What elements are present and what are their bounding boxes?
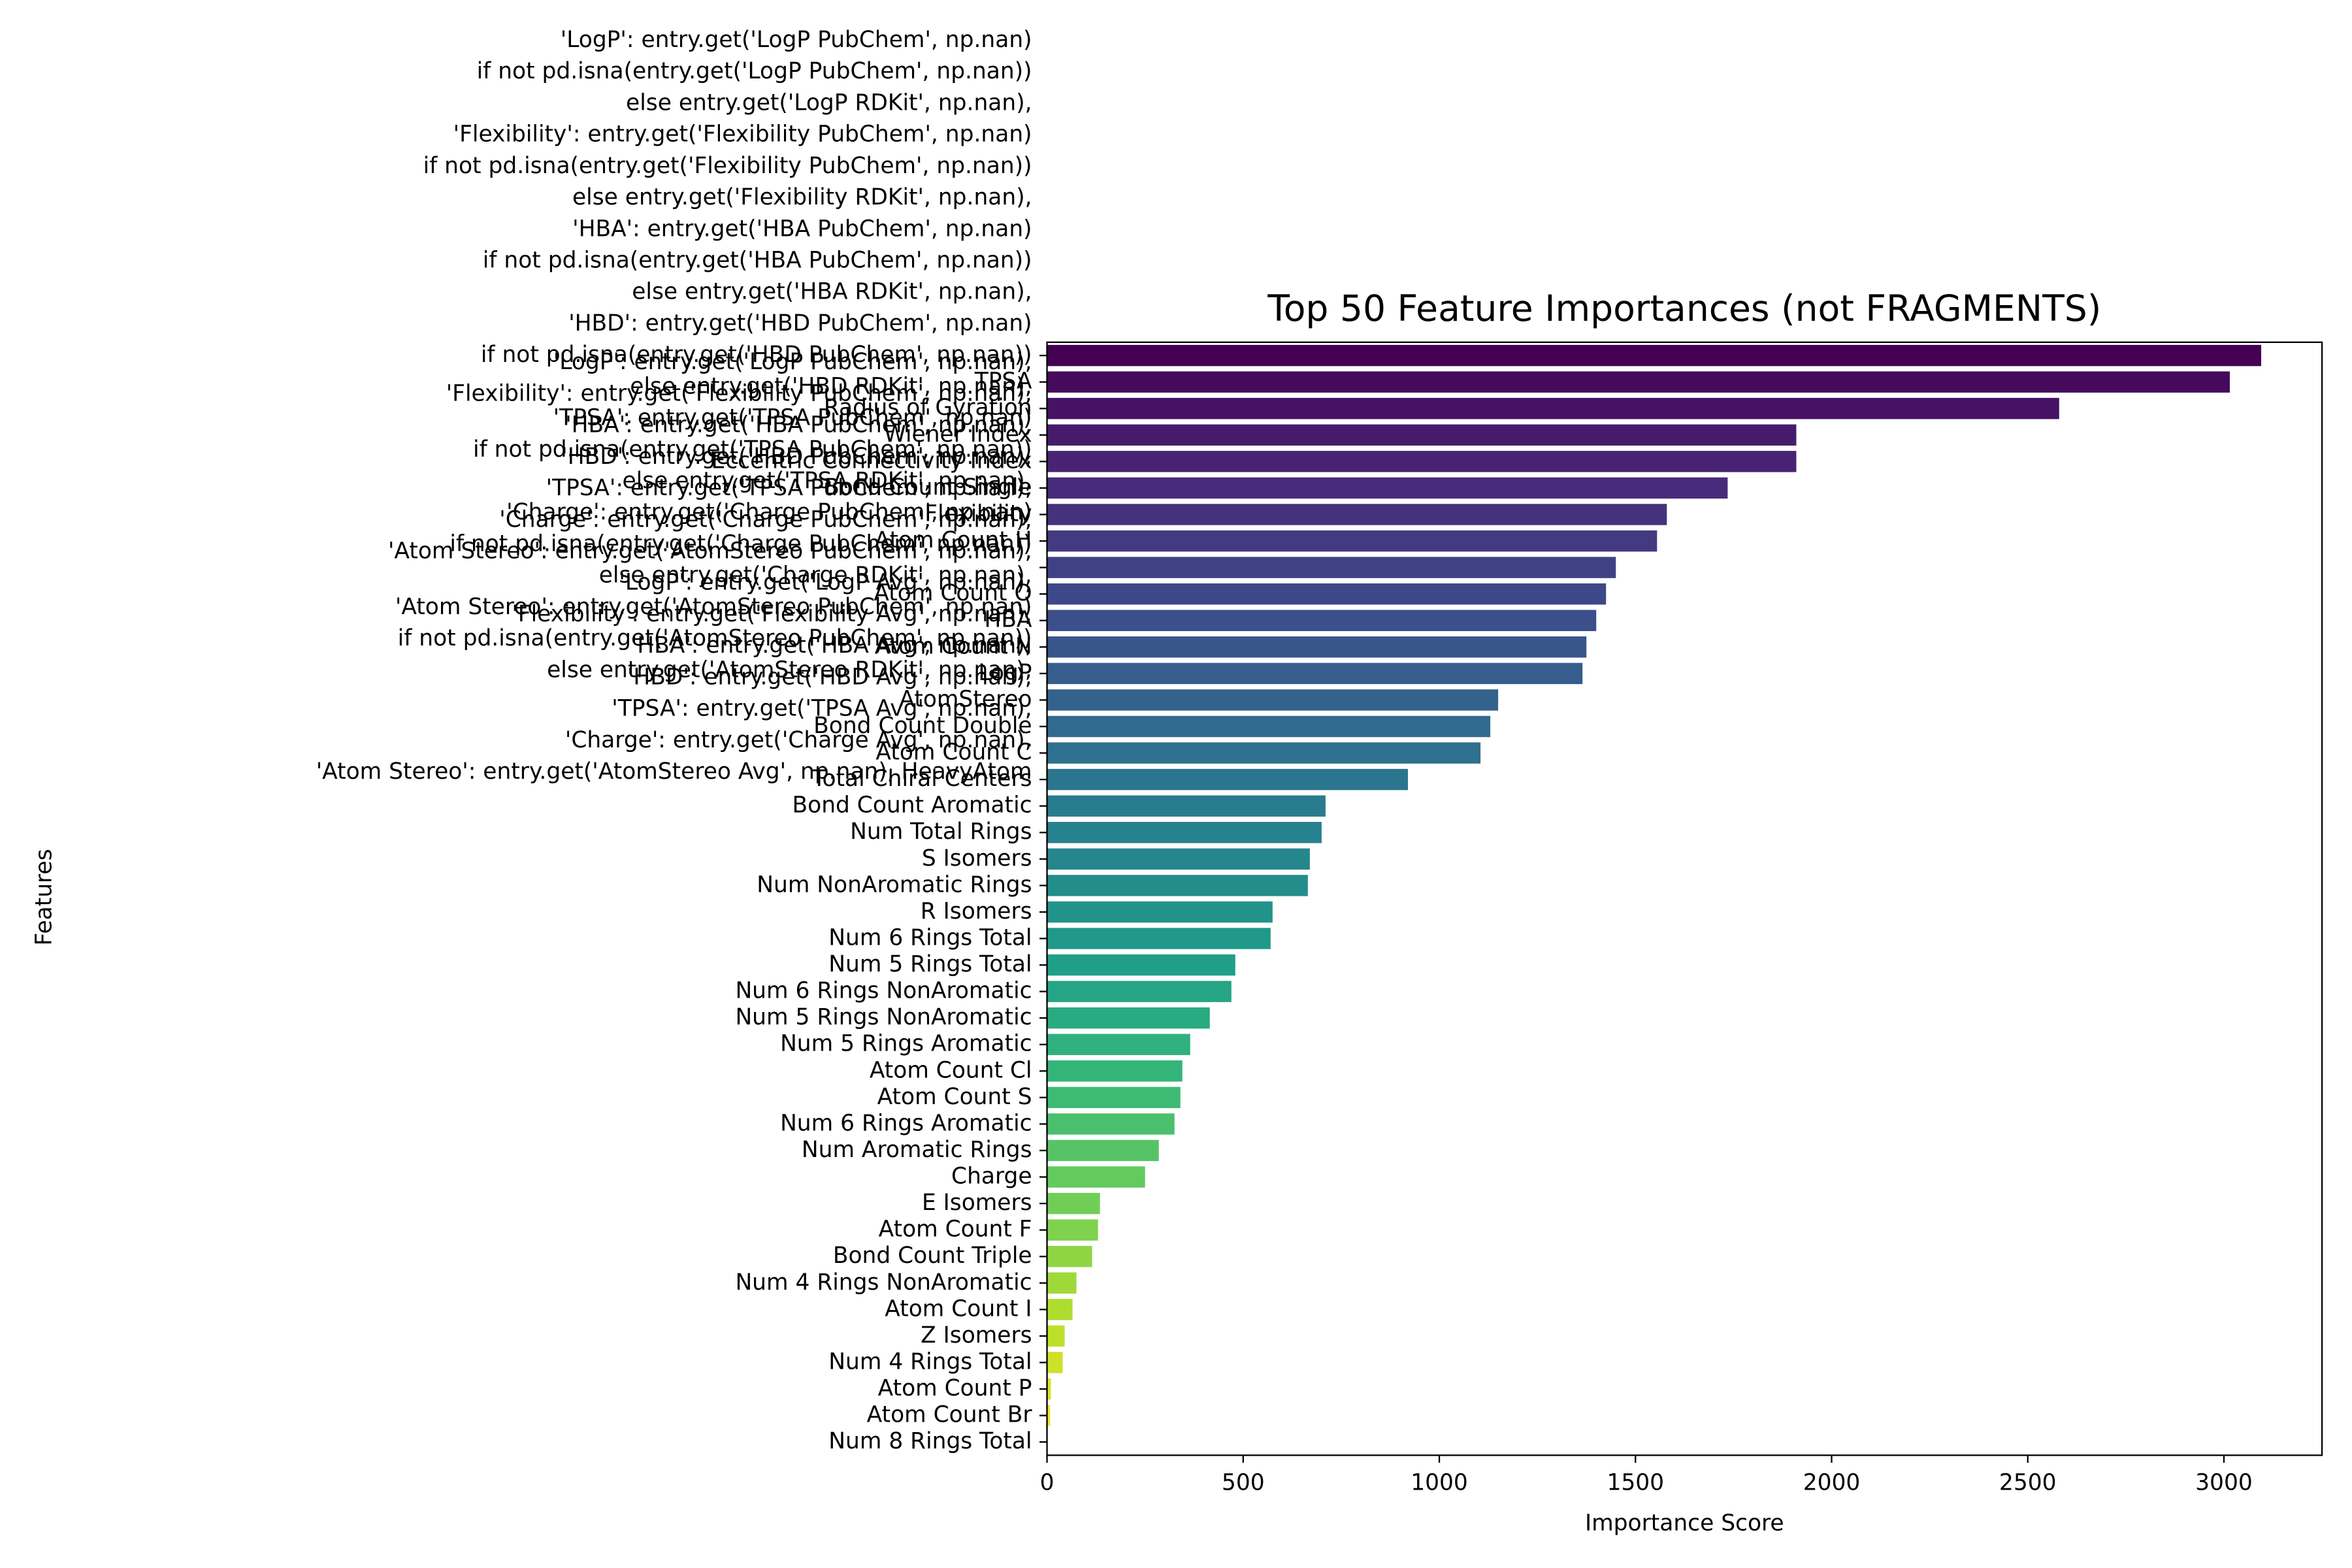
bar — [1047, 1272, 1077, 1294]
y-tick-label: 'LogP': entry.get('LogP PubChem', np.nan… — [316, 349, 1032, 785]
y-tick-label: Num 6 Rings Aromatic — [780, 1110, 1032, 1136]
bar — [1047, 1299, 1073, 1320]
chart-title: Top 50 Feature Importances (not FRAGMENT… — [1267, 287, 2101, 329]
y-tick-label: Atom Count Br — [867, 1401, 1033, 1428]
bar — [1047, 504, 1667, 525]
y-tick-label: Bond Count Triple — [833, 1243, 1032, 1269]
y-tick-label: Atom Count F — [879, 1216, 1032, 1242]
bar — [1047, 1192, 1100, 1215]
y-tick-label: Bond Count Single — [824, 474, 1032, 500]
y-tick-label: Num Aromatic Rings — [802, 1136, 1032, 1162]
bar — [1047, 1034, 1190, 1055]
bar — [1047, 689, 1499, 711]
y-axis-label: Features — [31, 849, 57, 945]
bar — [1047, 636, 1587, 658]
bar — [1047, 477, 1728, 499]
x-tick-label: 500 — [1222, 1470, 1265, 1496]
bar — [1047, 344, 2262, 367]
bar — [1047, 530, 1658, 552]
y-tick-label: Num 6 Rings Total — [828, 924, 1032, 951]
bar — [1047, 1325, 1065, 1347]
bar — [1047, 557, 1616, 578]
bar — [1047, 901, 1273, 923]
y-tick-label: Num 5 Rings Aromatic — [780, 1030, 1032, 1056]
bar — [1047, 768, 1408, 791]
bar — [1047, 1378, 1051, 1400]
bar — [1047, 848, 1310, 870]
y-tick-label: Num Total Rings — [850, 819, 1032, 845]
bar — [1047, 583, 1607, 605]
bar — [1047, 1139, 1159, 1162]
bar — [1047, 662, 1583, 685]
y-tick-label: Num 5 Rings NonAromatic — [735, 1004, 1032, 1030]
x-axis-label: Importance Score — [1585, 1511, 1784, 1537]
bar — [1047, 1113, 1175, 1135]
y-tick-label: Num 5 Rings Total — [828, 951, 1032, 977]
y-tick-label: 'LogP': entry.get('LogP PubChem', np.nan… — [395, 26, 1032, 682]
bar — [1047, 981, 1232, 1002]
x-tick-label: 2000 — [1803, 1470, 1861, 1496]
bar — [1047, 928, 1271, 949]
y-tick-label: Atom Count C — [875, 739, 1032, 765]
plot-frame — [1046, 341, 2323, 1456]
bar — [1047, 954, 1235, 976]
bar — [1047, 1166, 1145, 1188]
y-tick-label: LogP — [978, 659, 1032, 685]
bar — [1047, 398, 2059, 419]
y-tick-label: S Isomers — [922, 845, 1032, 871]
bar — [1047, 371, 2230, 393]
y-tick-label: Bond Count Aromatic — [792, 792, 1032, 818]
y-tick-label: Num 4 Rings Total — [828, 1348, 1032, 1375]
y-tick-label: E Isomers — [922, 1190, 1032, 1216]
x-tick-label: 0 — [1040, 1470, 1054, 1496]
bar — [1047, 742, 1481, 764]
bar — [1047, 822, 1322, 843]
y-tick-label: Bond Count Double — [813, 712, 1032, 738]
y-tick-label: Num NonAromatic Rings — [757, 872, 1032, 898]
y-tick-label: Atom Count N — [875, 633, 1032, 659]
x-tick-label: 3000 — [2195, 1470, 2253, 1496]
x-tick-label: 1000 — [1411, 1470, 1468, 1496]
y-tick-label: Flexibility — [924, 500, 1032, 527]
y-tick-label: HBA — [985, 606, 1032, 632]
x-tick-label: 2500 — [1999, 1470, 2057, 1496]
bar — [1047, 715, 1491, 738]
bar — [1047, 1405, 1051, 1426]
bar — [1047, 875, 1308, 896]
y-tick-label: Atom Count Cl — [870, 1057, 1032, 1083]
y-tick-label: Wiener Index — [884, 421, 1032, 447]
x-tick-label: 1500 — [1607, 1470, 1664, 1496]
y-tick-label: TPSA — [974, 368, 1032, 394]
y-tick-label: Total Chiral Centers — [811, 766, 1032, 792]
y-tick-label: AtomStereo — [899, 686, 1032, 712]
bar — [1047, 795, 1326, 817]
bar — [1047, 1219, 1098, 1241]
bar — [1047, 424, 1797, 446]
bar — [1047, 1086, 1181, 1109]
y-tick-label: Radius of Gyration — [824, 395, 1032, 421]
y-tick-label: Atom Count I — [885, 1296, 1032, 1322]
y-tick-label: Atom Count S — [877, 1083, 1032, 1109]
bar — [1047, 1007, 1210, 1029]
y-tick-label: Charge — [951, 1163, 1032, 1189]
bar — [1047, 1245, 1092, 1267]
bar — [1047, 1060, 1183, 1082]
y-tick-label: R Isomers — [921, 898, 1032, 924]
y-tick-label: Num 8 Rings Total — [828, 1428, 1032, 1454]
y-tick-label: Z Isomers — [921, 1322, 1032, 1348]
y-tick-label: Atom Count P — [878, 1375, 1032, 1401]
bar — [1047, 1352, 1063, 1373]
bar — [1047, 610, 1597, 631]
y-tick-label: Eccentric Connectivity Index — [711, 448, 1032, 474]
y-tick-label: Atom Count H — [875, 527, 1032, 553]
y-tick-label: Num 6 Rings NonAromatic — [735, 977, 1032, 1004]
bar — [1047, 451, 1797, 472]
y-tick-label: Num 4 Rings NonAromatic — [735, 1269, 1032, 1295]
y-tick-label: Atom Count O — [874, 580, 1032, 606]
